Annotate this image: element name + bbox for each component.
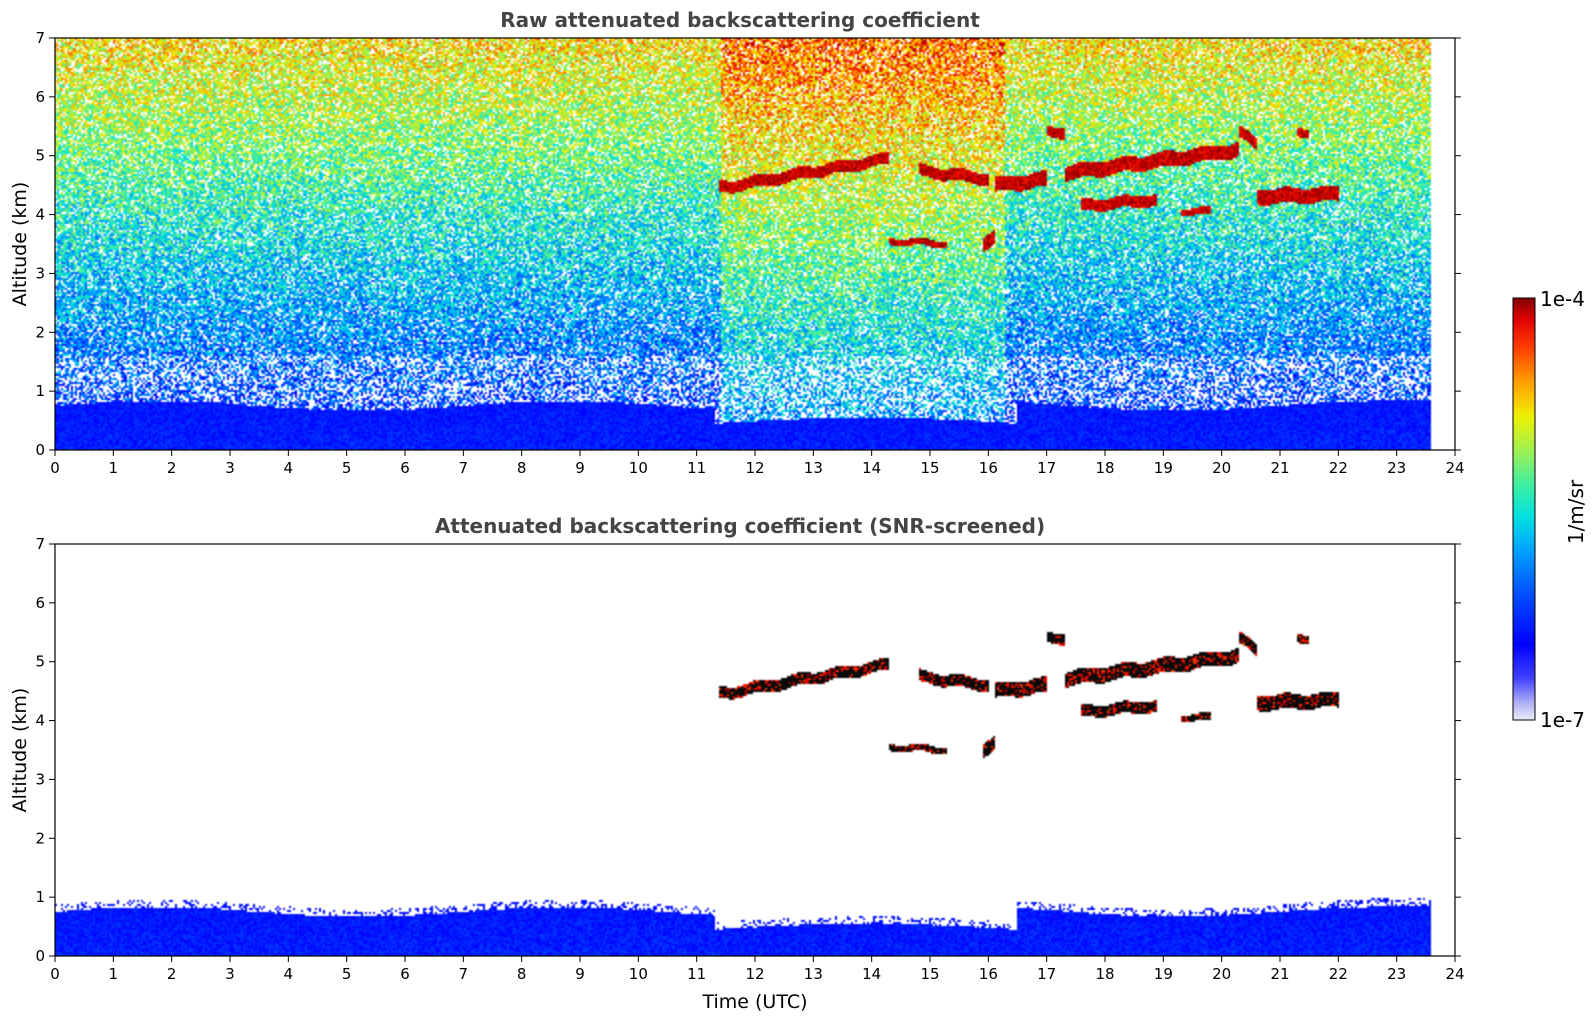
x-tick-label: 24 (1445, 459, 1464, 477)
x-tick-label: 0 (50, 965, 60, 983)
x-tick-label: 23 (1387, 459, 1406, 477)
y-tick-label: 6 (35, 88, 45, 106)
x-tick-label: 12 (745, 459, 764, 477)
backscatter-raster (55, 38, 1455, 450)
x-tick-label: 6 (400, 965, 410, 983)
heatmap-area (55, 38, 1455, 450)
x-tick-label: 1 (109, 965, 119, 983)
y-tick-label: 0 (35, 947, 45, 965)
x-tick-label: 17 (1037, 965, 1056, 983)
y-tick-label: 0 (35, 441, 45, 459)
y-tick-label: 2 (35, 323, 45, 341)
x-tick-label: 3 (225, 965, 235, 983)
y-tick-label: 4 (35, 206, 45, 224)
backscatter-raster (55, 544, 1455, 956)
y-tick-label: 6 (35, 594, 45, 612)
x-tick-label: 18 (1095, 459, 1114, 477)
y-axis-label: Altitude (km) (9, 182, 31, 307)
x-tick-label: 8 (517, 459, 527, 477)
y-tick-label: 7 (35, 29, 45, 47)
colorbar-max-label: 1e-4 (1540, 287, 1585, 311)
x-tick-label: 24 (1445, 965, 1464, 983)
x-tick-label: 19 (1154, 965, 1173, 983)
y-tick-label: 5 (35, 653, 45, 671)
x-tick-label: 20 (1212, 965, 1231, 983)
axis-ticks: 0 1 2 3 4 5 6 7 8 9 10 11 12 13 14 15 16 17 18 19 20 21 22 23 24… (35, 535, 1464, 983)
x-tick-label: 1 (109, 459, 119, 477)
x-tick-label: 22 (1329, 459, 1348, 477)
x-tick-label: 21 (1270, 459, 1289, 477)
x-tick-label: 13 (804, 459, 823, 477)
chart-title: Raw attenuated backscattering coefficien… (500, 8, 980, 32)
x-tick-label: 15 (920, 965, 939, 983)
x-tick-label: 11 (687, 965, 706, 983)
x-tick-label: 16 (979, 459, 998, 477)
x-tick-label: 5 (342, 459, 352, 477)
x-tick-label: 9 (575, 965, 585, 983)
x-tick-label: 8 (517, 965, 527, 983)
x-tick-label: 19 (1154, 459, 1173, 477)
x-tick-label: 12 (745, 965, 764, 983)
x-tick-label: 10 (629, 965, 648, 983)
y-tick-label: 1 (35, 382, 45, 400)
colorbar-min-label: 1e-7 (1540, 708, 1585, 732)
x-tick-label: 21 (1270, 965, 1289, 983)
x-tick-label: 22 (1329, 965, 1348, 983)
x-tick-label: 16 (979, 965, 998, 983)
y-tick-label: 4 (35, 712, 45, 730)
heatmap-area (55, 544, 1455, 956)
x-axis-label: Time (UTC) (701, 991, 807, 1013)
x-tick-label: 9 (575, 459, 585, 477)
x-tick-label: 7 (459, 459, 469, 477)
x-tick-label: 4 (284, 459, 294, 477)
x-tick-label: 18 (1095, 965, 1114, 983)
x-tick-label: 14 (862, 459, 881, 477)
y-tick-label: 2 (35, 829, 45, 847)
x-tick-label: 20 (1212, 459, 1231, 477)
y-tick-label: 3 (35, 770, 45, 788)
y-axis-label: Altitude (km) (9, 688, 31, 813)
y-tick-label: 5 (35, 147, 45, 165)
snr-screened-panel: Attenuated backscattering coefficient (S… (9, 514, 1465, 1013)
y-tick-label: 3 (35, 264, 45, 282)
colorbar-gradient (1512, 297, 1536, 721)
x-tick-label: 2 (167, 965, 177, 983)
y-tick-label: 7 (35, 535, 45, 553)
x-tick-label: 6 (400, 459, 410, 477)
x-tick-label: 11 (687, 459, 706, 477)
colorbar-unit-label: 1/m/sr (1564, 479, 1588, 544)
x-tick-label: 7 (459, 965, 469, 983)
chart-title: Attenuated backscattering coefficient (S… (435, 514, 1045, 538)
x-tick-label: 14 (862, 965, 881, 983)
x-tick-label: 15 (920, 459, 939, 477)
x-tick-label: 0 (50, 459, 60, 477)
y-tick-label: 1 (35, 888, 45, 906)
raw-backscatter-panel: Raw attenuated backscattering coefficien… (9, 8, 1465, 477)
x-tick-label: 23 (1387, 965, 1406, 983)
x-tick-label: 10 (629, 459, 648, 477)
x-tick-label: 17 (1037, 459, 1056, 477)
x-tick-label: 4 (284, 965, 294, 983)
x-tick-label: 5 (342, 965, 352, 983)
colorbar: 1e-4 1e-7 1/m/sr (1512, 287, 1588, 732)
x-tick-label: 2 (167, 459, 177, 477)
x-tick-label: 13 (804, 965, 823, 983)
axis-ticks: 0 1 2 3 4 5 6 7 8 9 10 11 12 13 14 15 16 17 18 19 20 21 22 23 24… (35, 29, 1464, 477)
x-tick-label: 3 (225, 459, 235, 477)
